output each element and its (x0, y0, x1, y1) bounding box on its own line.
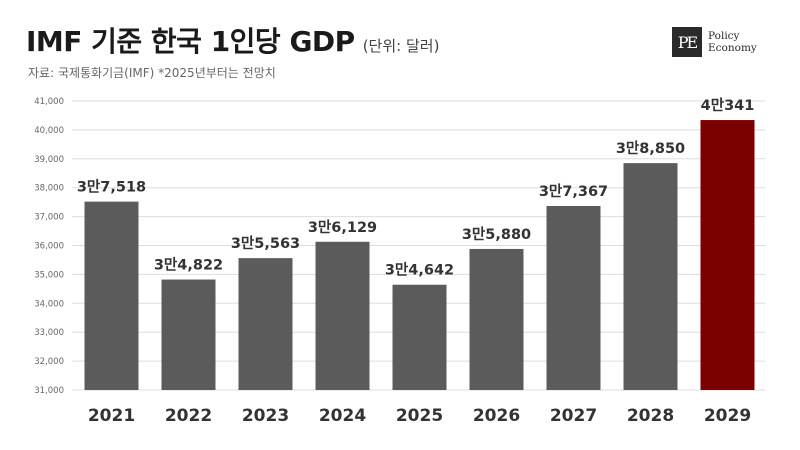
x-tick-label: 2024 (319, 406, 366, 426)
data-label: 3만6,129 (308, 219, 377, 236)
y-tick-label: 37,000 (34, 213, 64, 223)
x-tick-label: 2021 (88, 406, 135, 426)
bar (700, 120, 755, 390)
logo-mark: PE (672, 27, 702, 57)
bar (315, 241, 370, 390)
x-tick-label: 2029 (704, 406, 751, 426)
y-tick-label: 34,000 (34, 299, 64, 309)
logo-line-1: Policy (708, 30, 740, 42)
data-label: 4만341 (701, 97, 755, 114)
bar (469, 248, 524, 390)
bar (392, 284, 447, 390)
publisher-logo: PE Policy Economy (672, 27, 757, 57)
data-label: 3만8,850 (616, 140, 685, 157)
y-tick-label: 40,000 (34, 126, 64, 136)
bar (623, 163, 678, 390)
logo-line-2: Economy (708, 42, 757, 54)
y-tick-label: 38,000 (34, 184, 64, 194)
y-tick-label: 36,000 (34, 242, 64, 252)
data-label: 3만5,880 (462, 226, 531, 243)
x-tick-label: 2028 (627, 406, 674, 426)
data-label: 3만5,563 (231, 235, 300, 252)
unit-label: (단위: 달러) (362, 37, 440, 55)
x-tick-label: 2023 (242, 406, 289, 426)
data-label: 3만7,367 (539, 183, 608, 200)
bar (546, 205, 601, 390)
title-row: IMF 기준 한국 1인당 GDP (단위: 달러) (26, 20, 439, 60)
data-label: 3만4,642 (385, 262, 454, 279)
bar (84, 201, 139, 390)
x-tick-label: 2025 (396, 406, 443, 426)
y-tick-label: 35,000 (34, 270, 64, 280)
data-label: 3만7,518 (77, 179, 146, 196)
bar (161, 279, 216, 390)
chart-title: IMF 기준 한국 1인당 GDP (26, 25, 355, 58)
logo-text: Policy Economy (708, 30, 757, 54)
y-tick-label: 39,000 (34, 155, 64, 165)
y-tick-label: 33,000 (34, 328, 64, 338)
source-note: 자료: 국제통화기금(IMF) *2025년부터는 전망치 (28, 66, 276, 80)
y-tick-label: 31,000 (34, 386, 64, 396)
bar (238, 258, 293, 390)
y-tick-label: 32,000 (34, 357, 64, 367)
y-tick-label: 41,000 (34, 97, 64, 107)
x-tick-label: 2022 (165, 406, 212, 426)
data-label: 3만4,822 (154, 257, 223, 274)
x-tick-label: 2027 (550, 406, 597, 426)
x-tick-label: 2026 (473, 406, 520, 426)
